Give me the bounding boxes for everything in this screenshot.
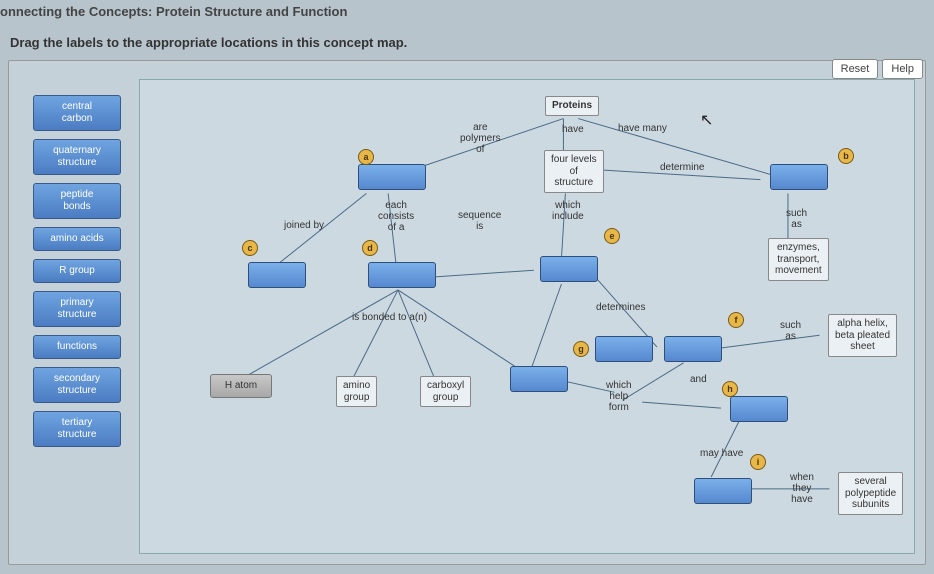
edge-which-include: whichinclude (552, 200, 584, 222)
node-four-levels: four levelsofstructure (544, 150, 604, 193)
edge-have-many: have many (618, 123, 667, 134)
reset-button[interactable]: Reset (832, 59, 879, 79)
cursor-icon: ↖ (700, 110, 713, 130)
slot-a[interactable] (358, 164, 426, 190)
slot-d[interactable] (368, 262, 436, 288)
edge-such-as: suchas (786, 208, 807, 230)
node-amino-group: aminogroup (336, 376, 377, 407)
bank-item-quaternary[interactable]: quaternarystructure (33, 139, 121, 175)
badge-h: h (722, 381, 738, 397)
badge-e: e (604, 228, 620, 244)
slot-secondary-extra[interactable] (595, 336, 653, 362)
bank-item-tertiary[interactable]: tertiarystructure (33, 411, 121, 447)
edge-each-consists: eachconsistsof a (378, 200, 414, 233)
slot-i[interactable] (694, 478, 752, 504)
node-alpha: alpha helix,beta pleatedsheet (828, 314, 897, 357)
node-carboxyl: carboxylgroup (420, 376, 471, 407)
node-enzymes: enzymes,transport,movement (768, 238, 829, 281)
badge-d: d (362, 240, 378, 256)
panel-buttons: Reset Help (832, 59, 923, 79)
page-header: onnecting the Concepts: Protein Structur… (0, 0, 934, 27)
edge-have: have (562, 124, 584, 135)
slot-h-target[interactable] (730, 396, 788, 422)
label-bank: centralcarbon quaternarystructure peptid… (33, 95, 121, 455)
edge-sequence-is: sequenceis (458, 210, 501, 232)
edge-when-they-have: whentheyhave (790, 472, 814, 505)
node-proteins: Proteins (545, 96, 599, 116)
edge-determine: determine (660, 162, 704, 173)
edge-joined-by: joined by (284, 220, 324, 231)
edge-determines: determines (596, 302, 645, 313)
bank-item-central-carbon[interactable]: centralcarbon (33, 95, 121, 131)
bank-item-r-group[interactable]: R group (33, 259, 121, 283)
node-h-atom[interactable]: H atom (210, 374, 272, 398)
slot-g[interactable] (510, 366, 568, 392)
edge-such-as2: suchas (780, 320, 801, 342)
node-several: severalpolypeptidesubunits (838, 472, 903, 515)
badge-b: b (838, 148, 854, 164)
bank-item-secondary[interactable]: secondarystructure (33, 367, 121, 403)
bank-item-functions[interactable]: functions (33, 335, 121, 359)
slot-f[interactable] (664, 336, 722, 362)
bank-item-primary[interactable]: primarystructure (33, 291, 121, 327)
badge-a: a (358, 149, 374, 165)
concept-map: Proteins four levelsofstructure enzymes,… (139, 79, 915, 554)
slot-b[interactable] (770, 164, 828, 190)
activity-panel: Reset Help centralcarbon quaternarystruc… (8, 60, 926, 565)
badge-f: f (728, 312, 744, 328)
bank-item-amino-acids[interactable]: amino acids (33, 227, 121, 251)
edge-may-have: may have (700, 448, 743, 459)
bank-item-peptide-bonds[interactable]: peptidebonds (33, 183, 121, 219)
edge-is-bonded: is bonded to a(n) (352, 312, 427, 323)
edge-are-polymers: arepolymersof (460, 122, 501, 155)
instructions-text: Drag the labels to the appropriate locat… (0, 27, 934, 60)
edge-which-help-form: whichhelpform (606, 380, 632, 413)
badge-c: c (242, 240, 258, 256)
slot-c[interactable] (248, 262, 306, 288)
badge-g: g (573, 341, 589, 357)
edge-and: and (690, 374, 707, 385)
help-button[interactable]: Help (882, 59, 923, 79)
badge-i: i (750, 454, 766, 470)
slot-e[interactable] (540, 256, 598, 282)
